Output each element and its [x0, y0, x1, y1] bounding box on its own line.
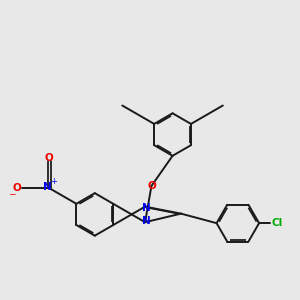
Text: Cl: Cl	[272, 218, 283, 228]
Text: O: O	[147, 181, 156, 191]
Text: N: N	[142, 203, 151, 213]
Text: O: O	[13, 183, 22, 193]
Text: +: +	[50, 177, 57, 186]
Text: N: N	[142, 216, 151, 226]
Text: N: N	[44, 182, 52, 192]
Text: −: −	[8, 189, 15, 198]
Text: O: O	[45, 153, 54, 163]
